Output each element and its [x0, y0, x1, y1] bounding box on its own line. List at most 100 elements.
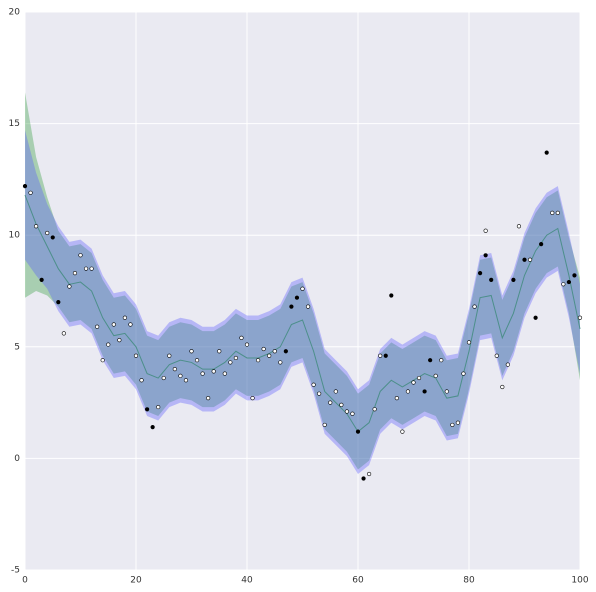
- data-point: [217, 349, 222, 354]
- data-point: [56, 300, 61, 305]
- data-point: [83, 266, 89, 271]
- data-point: [483, 253, 488, 258]
- data-point: [466, 340, 472, 345]
- y-tick-label: 0: [14, 454, 20, 464]
- data-point: [322, 422, 327, 428]
- data-point: [339, 402, 344, 407]
- data-point: [516, 224, 522, 229]
- data-point: [122, 315, 127, 320]
- plot-area: [25, 12, 580, 570]
- data-point: [206, 396, 211, 401]
- data-point: [483, 228, 488, 233]
- data-point: [361, 476, 366, 481]
- data-point: [367, 471, 372, 477]
- data-point: [439, 358, 444, 363]
- data-point: [72, 271, 78, 276]
- data-point: [283, 349, 288, 354]
- x-tick-label: 100: [571, 576, 588, 586]
- data-point: [133, 353, 139, 358]
- data-point: [333, 389, 338, 394]
- data-point: [505, 362, 510, 367]
- data-point: [228, 360, 233, 365]
- data-point: [416, 375, 422, 381]
- data-point: [444, 389, 449, 394]
- data-point: [167, 353, 172, 358]
- data-point: [411, 380, 416, 385]
- data-point: [239, 335, 244, 340]
- data-point: [472, 304, 477, 309]
- data-point: [527, 257, 533, 262]
- data-point: [172, 367, 177, 372]
- data-point: [394, 396, 399, 401]
- data-point: [378, 353, 383, 358]
- data-point: [211, 369, 216, 374]
- data-point: [383, 353, 388, 358]
- data-point: [450, 422, 455, 428]
- data-point: [455, 420, 461, 425]
- data-point: [561, 282, 566, 287]
- data-point: [117, 338, 122, 343]
- y-tick-label: 20: [9, 8, 21, 18]
- data-point: [261, 346, 266, 352]
- confidence-band: [25, 92, 580, 470]
- data-point: [355, 429, 361, 434]
- data-point: [289, 304, 294, 309]
- data-point: [222, 371, 227, 376]
- data-point: [233, 355, 238, 361]
- data-point: [550, 210, 555, 215]
- data-point: [428, 358, 433, 363]
- data-point: [305, 304, 311, 309]
- x-tick-label: 60: [352, 576, 364, 586]
- data-point: [272, 349, 277, 354]
- data-point: [494, 353, 499, 358]
- data-point: [161, 375, 166, 381]
- data-point: [461, 371, 466, 376]
- data-point: [150, 425, 155, 430]
- data-point: [511, 277, 516, 282]
- data-point: [189, 349, 194, 354]
- data-point: [45, 230, 50, 236]
- data-point: [244, 342, 250, 347]
- data-point: [128, 322, 133, 327]
- data-point: [178, 373, 183, 378]
- data-point: [317, 391, 322, 396]
- data-point: [522, 257, 527, 262]
- mean-line: [24, 194, 581, 433]
- data-point: [572, 273, 577, 278]
- data-point: [200, 371, 205, 376]
- x-tick-label: 80: [463, 576, 475, 586]
- data-point: [478, 271, 483, 276]
- data-point: [250, 396, 255, 401]
- data-point: [294, 295, 300, 300]
- data-point: [22, 183, 28, 189]
- data-point: [278, 360, 283, 365]
- data-point: [566, 279, 572, 285]
- data-point: [156, 404, 161, 410]
- data-point: [555, 210, 560, 215]
- data-point: [256, 358, 261, 363]
- data-point: [183, 378, 189, 383]
- data-point: [194, 358, 200, 363]
- data-point: [89, 266, 94, 271]
- data-point: [111, 322, 116, 327]
- y-tick-label: 15: [9, 119, 20, 129]
- data-point: [300, 286, 305, 291]
- y-tick-label: 5: [14, 342, 20, 352]
- x-tick-label: 20: [130, 576, 142, 586]
- data-point: [539, 242, 544, 247]
- data-point: [577, 315, 583, 320]
- data-point: [328, 400, 333, 405]
- data-point: [389, 293, 394, 298]
- data-point: [372, 407, 377, 412]
- data-point: [489, 277, 494, 282]
- data-point: [139, 378, 144, 383]
- data-point: [61, 331, 66, 336]
- data-point: [544, 150, 549, 155]
- data-point: [28, 190, 33, 195]
- data-point: [500, 384, 505, 390]
- x-tick-label: 40: [241, 576, 253, 586]
- data-point: [311, 382, 316, 387]
- data-point: [50, 235, 55, 240]
- data-point: [78, 253, 83, 258]
